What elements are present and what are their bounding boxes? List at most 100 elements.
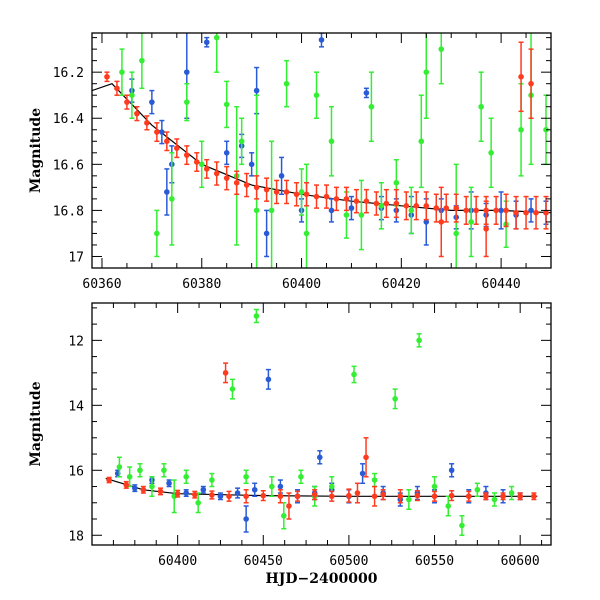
data-point (380, 491, 386, 498)
plot-area (105, 308, 538, 537)
data-point (243, 473, 249, 480)
data-point (149, 483, 155, 490)
data-point (518, 126, 524, 133)
data-point (164, 189, 170, 195)
data-point (193, 159, 200, 165)
data-point (298, 473, 304, 480)
data-point (149, 99, 155, 105)
data-point (328, 483, 335, 490)
data-point (203, 166, 210, 172)
data-point (223, 175, 230, 181)
data-point (533, 209, 539, 216)
data-point (371, 477, 378, 483)
model-curve (92, 83, 551, 214)
data-point (223, 150, 230, 156)
data-point (154, 129, 160, 135)
data-point (106, 477, 112, 483)
x-tick-label: 60420 (382, 277, 421, 292)
data-point (403, 202, 410, 209)
data-point (418, 138, 425, 145)
data-point (265, 376, 272, 383)
data-point (238, 138, 245, 145)
data-point (528, 80, 534, 87)
data-point (132, 485, 138, 491)
data-point (283, 80, 290, 87)
data-point (293, 191, 300, 198)
data-point (222, 370, 229, 376)
data-point (203, 39, 210, 46)
x-tick-label: 60360 (82, 277, 121, 292)
y-tick-label: 16 (68, 464, 84, 479)
data-point (316, 454, 323, 461)
data-point (311, 491, 318, 498)
data-point (183, 490, 189, 496)
data-point (543, 209, 549, 216)
data-point (371, 493, 378, 500)
data-point (157, 488, 164, 495)
data-point (119, 69, 125, 75)
data-point (286, 503, 292, 509)
data-point (438, 219, 445, 225)
data-point (503, 207, 509, 214)
data-point (431, 493, 438, 500)
data-point (463, 207, 469, 214)
data-point (129, 92, 135, 99)
data-point (273, 189, 280, 195)
data-point (423, 219, 430, 225)
x-tick-label: 60400 (282, 277, 321, 292)
data-point (277, 483, 284, 490)
data-point (513, 209, 519, 216)
y-axis-label: Magnitude (28, 108, 44, 193)
data-point (448, 492, 455, 499)
data-point (498, 207, 504, 214)
data-point (233, 179, 240, 186)
data-point (328, 493, 335, 500)
data-point (298, 189, 305, 195)
data-point (253, 313, 260, 319)
data-point (303, 191, 310, 198)
data-point (363, 90, 370, 96)
data-point (260, 492, 267, 499)
data-point (416, 337, 422, 344)
data-point (116, 464, 123, 470)
data-point (213, 34, 220, 41)
data-point (445, 503, 452, 509)
data-point (263, 186, 270, 193)
data-point (423, 202, 430, 209)
data-point (393, 200, 400, 207)
data-point (223, 101, 230, 108)
data-point (483, 226, 489, 232)
data-point (229, 386, 236, 392)
panel-1: 60360 60380 60400 60420 60440 16.2 16.4 16.6 16.… (28, 32, 552, 292)
data-point (104, 73, 110, 80)
data-point (359, 470, 366, 477)
data-point (268, 207, 275, 214)
y-tick-label: 18 (68, 529, 84, 544)
data-point (500, 493, 506, 500)
data-point (491, 496, 498, 503)
data-point (144, 120, 150, 126)
data-point (443, 205, 450, 211)
data-point (303, 230, 310, 237)
data-point (392, 396, 398, 402)
series-1 (106, 362, 537, 520)
data-point (243, 493, 249, 500)
data-point (183, 152, 190, 158)
data-point (159, 129, 165, 135)
data-point (234, 490, 241, 496)
y-axis-label: Magnitude (28, 381, 44, 466)
data-point (226, 493, 232, 500)
data-point (343, 196, 350, 202)
data-point (508, 490, 515, 496)
data-point (198, 161, 205, 168)
data-point (474, 486, 481, 493)
data-point (209, 477, 215, 483)
data-point (139, 57, 145, 64)
data-point (183, 99, 190, 105)
x-tick-label: 60380 (182, 277, 221, 292)
data-point (248, 161, 255, 168)
data-point (433, 205, 440, 211)
data-point (154, 230, 160, 237)
data-point (166, 480, 172, 487)
